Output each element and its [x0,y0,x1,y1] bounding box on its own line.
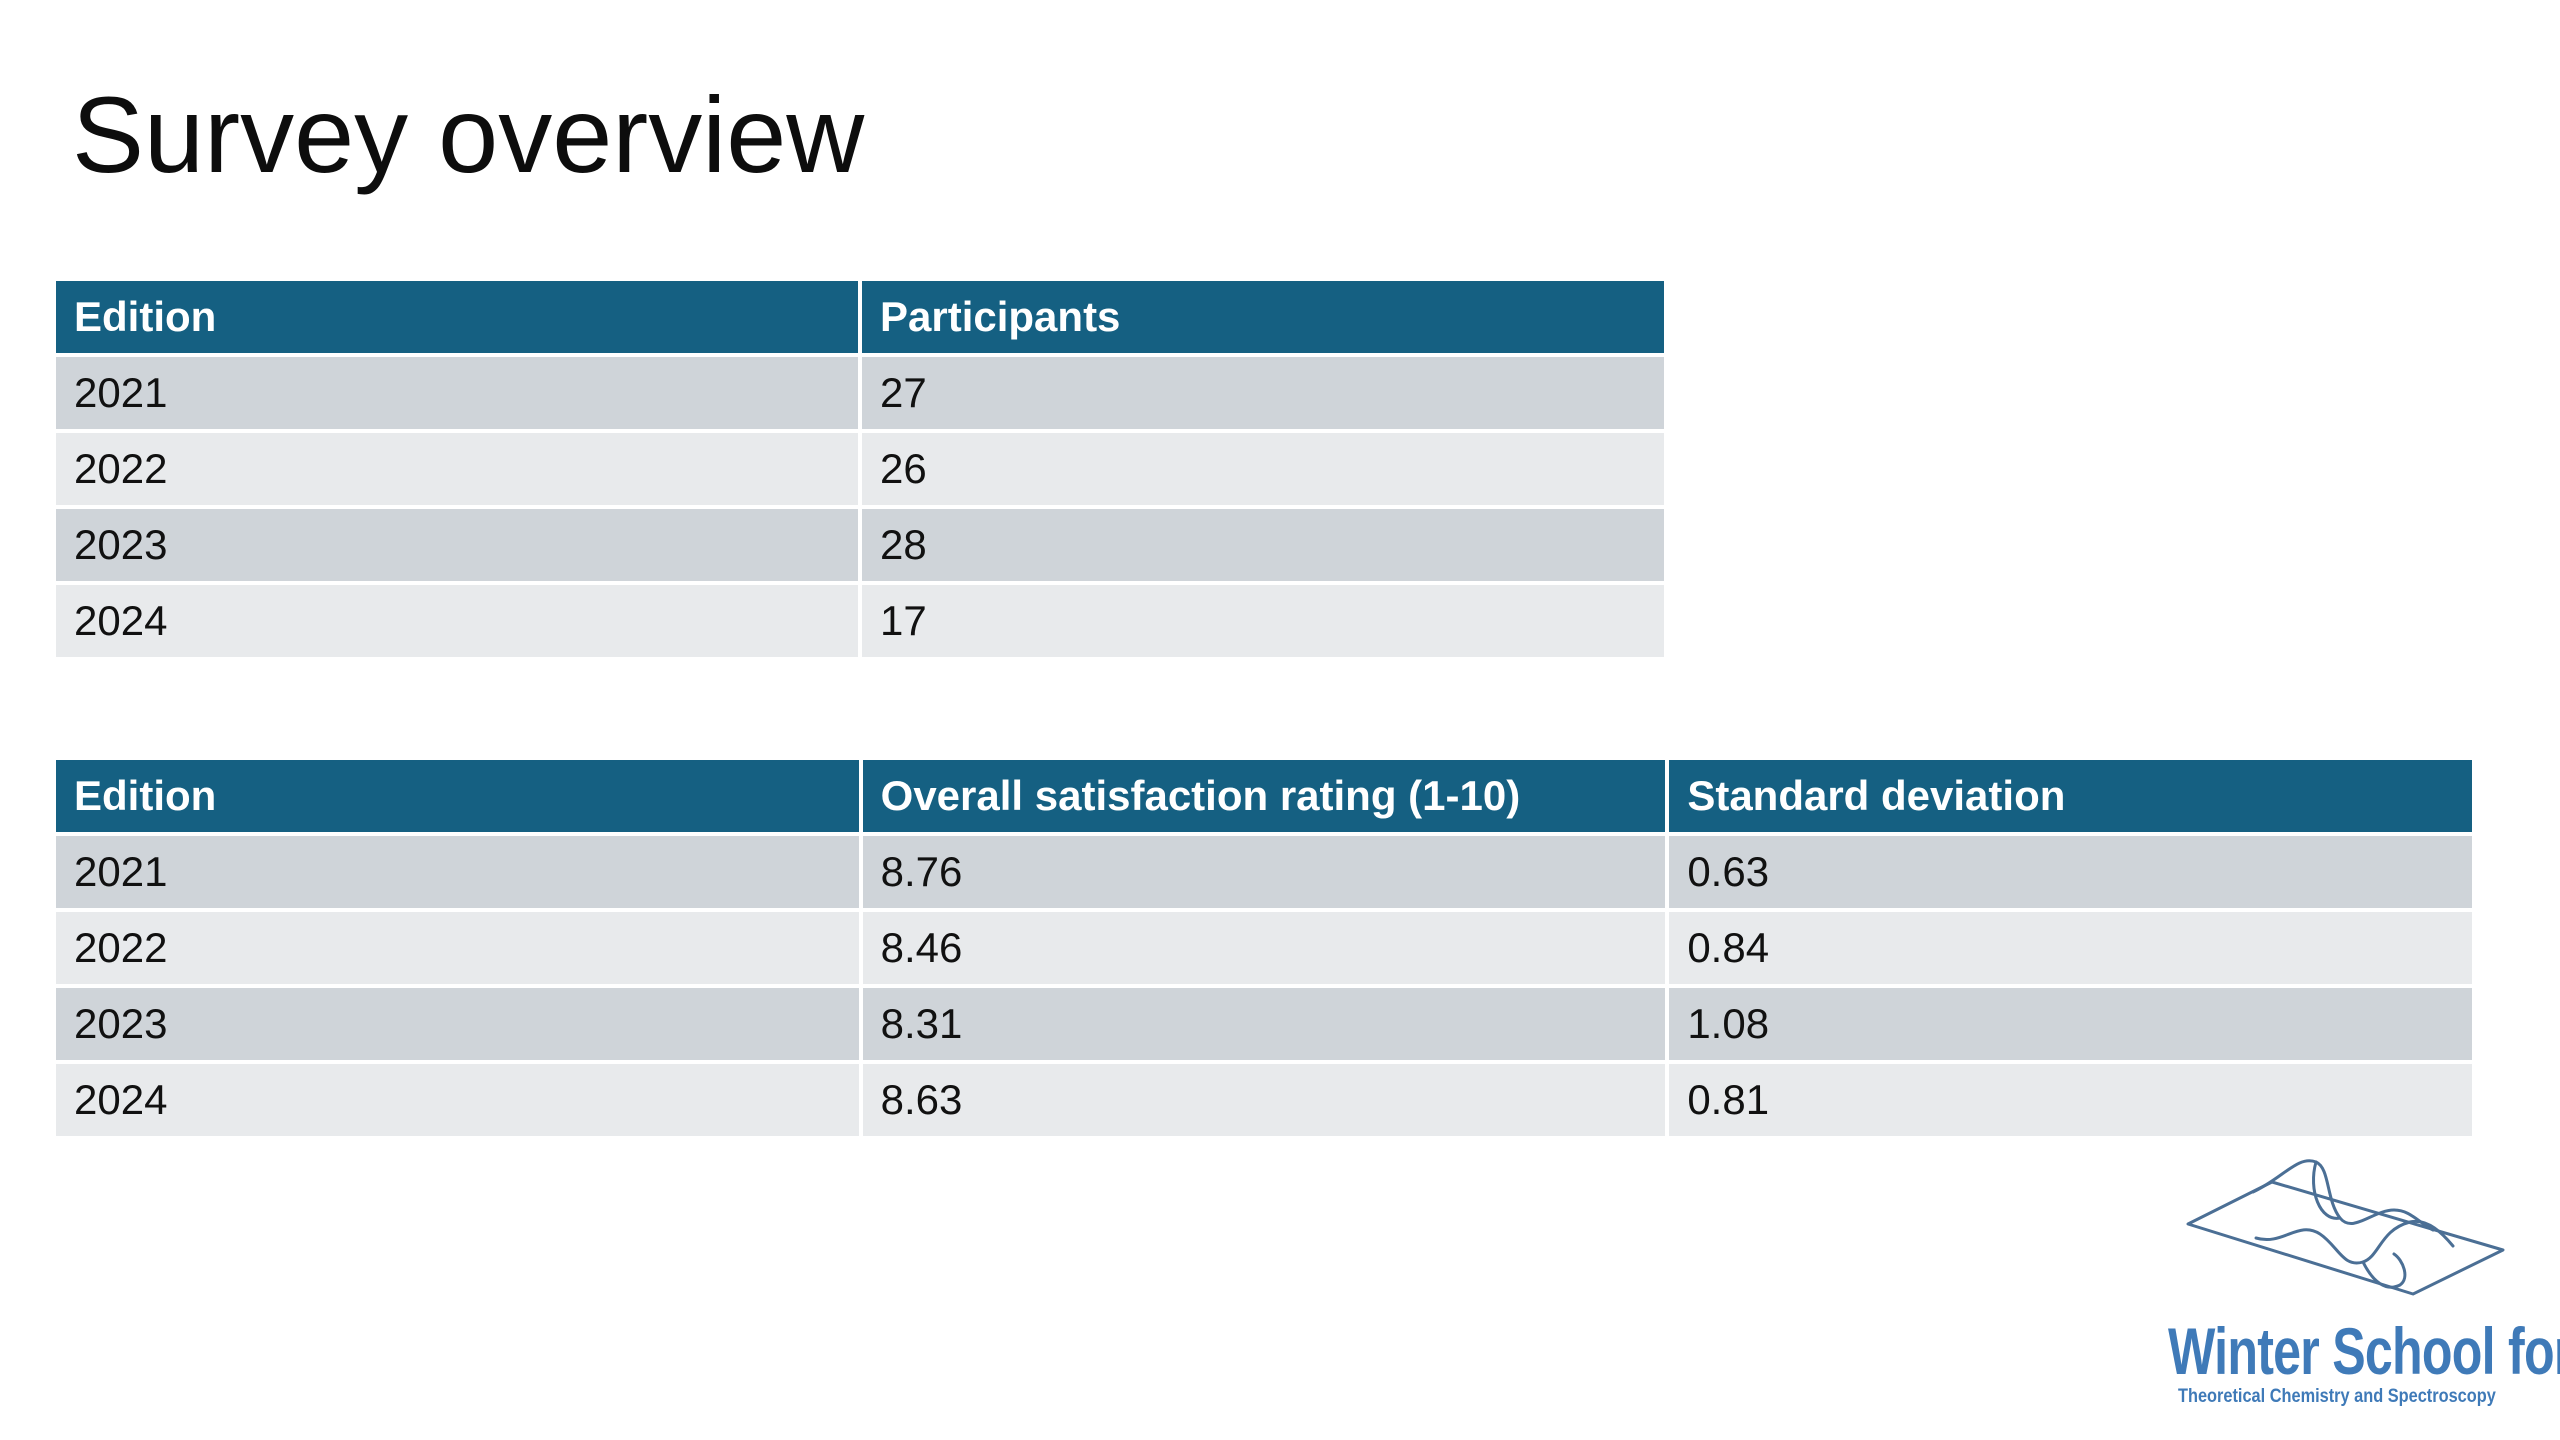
column-header-edition: Edition [56,760,859,832]
table-row: 2021 27 [56,357,1664,429]
table-row: 2023 28 [56,509,1664,581]
participants-table: Edition Participants 2021 27 2022 26 202… [52,277,1668,661]
table-row: 2023 8.31 1.08 [56,988,2472,1060]
participants-cell: 17 [862,585,1664,657]
std-dev-cell: 0.63 [1669,836,2472,908]
table-header-row: Edition Overall satisfaction rating (1-1… [56,760,2472,832]
rating-cell: 8.31 [862,988,1666,1060]
std-dev-cell: 0.81 [1669,1064,2472,1136]
slide-title: Survey overview [72,74,865,195]
table-row: 2024 8.63 0.81 [56,1064,2472,1136]
logo-title-text: Winter School for [2168,1314,2560,1388]
participants-cell: 27 [862,357,1664,429]
column-header-standard-deviation: Standard deviation [1669,760,2472,832]
column-header-satisfaction-rating: Overall satisfaction rating (1-10) [862,760,1666,832]
table-row: 2022 26 [56,433,1664,505]
logo-subtitle-text: Theoretical Chemistry and Spectroscopy [2178,1386,2496,1407]
satisfaction-table: Edition Overall satisfaction rating (1-1… [52,756,2476,1140]
table-row: 2022 8.46 0.84 [56,912,2472,984]
column-header-participants: Participants [862,281,1664,353]
table-header-row: Edition Participants [56,281,1664,353]
rating-cell: 8.63 [862,1064,1666,1136]
edition-cell: 2023 [56,988,859,1060]
column-header-edition: Edition [56,281,858,353]
edition-cell: 2024 [56,585,858,657]
rating-cell: 8.46 [862,912,1666,984]
std-dev-cell: 0.84 [1669,912,2472,984]
edition-cell: 2022 [56,912,859,984]
edition-cell: 2022 [56,433,858,505]
edition-cell: 2021 [56,357,858,429]
winter-school-logo: Winter School for Theoretical Chemistry … [2148,1150,2560,1420]
potential-surface-icon [2186,1159,2505,1296]
edition-cell: 2021 [56,836,859,908]
edition-cell: 2024 [56,1064,859,1136]
edition-cell: 2023 [56,509,858,581]
table-row: 2024 17 [56,585,1664,657]
table-row: 2021 8.76 0.63 [56,836,2472,908]
participants-cell: 26 [862,433,1664,505]
rating-cell: 8.76 [862,836,1666,908]
std-dev-cell: 1.08 [1669,988,2472,1060]
participants-cell: 28 [862,509,1664,581]
